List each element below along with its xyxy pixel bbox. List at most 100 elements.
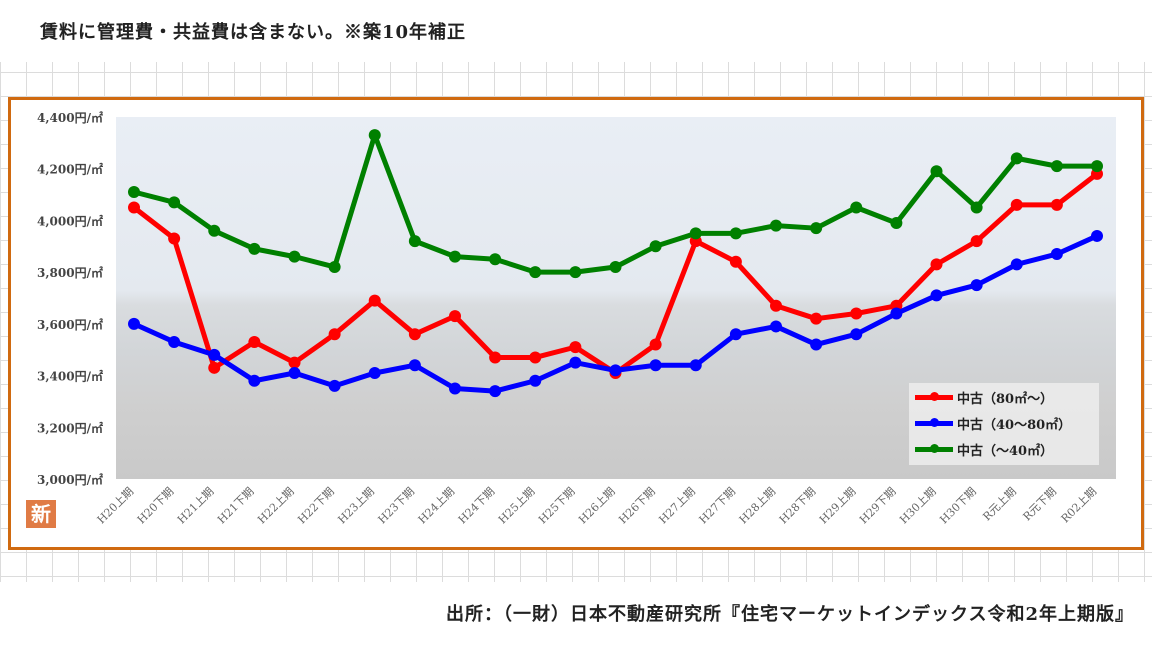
x-tick-label: H29上期 xyxy=(817,485,858,526)
legend-swatch-blue xyxy=(915,418,953,427)
data-point xyxy=(128,317,140,330)
data-point xyxy=(649,359,662,372)
x-tick-label: H20下期 xyxy=(135,485,176,526)
data-point xyxy=(368,366,381,379)
legend-swatch-red xyxy=(915,392,953,401)
data-point xyxy=(529,374,542,387)
y-tick-label: 3,400円/㎡ xyxy=(37,369,103,384)
data-point xyxy=(328,328,341,341)
data-point xyxy=(248,374,261,387)
data-point xyxy=(368,129,381,142)
y-tick-label: 4,000円/㎡ xyxy=(37,213,103,228)
x-tick-label: H22下期 xyxy=(295,485,336,526)
data-point xyxy=(288,366,301,379)
data-point xyxy=(208,224,221,237)
data-point xyxy=(288,250,301,263)
data-point xyxy=(529,351,542,364)
data-point xyxy=(408,235,421,248)
data-point xyxy=(729,328,742,341)
data-point xyxy=(1010,258,1023,271)
data-point xyxy=(569,266,582,279)
new-badge-icon: 新 xyxy=(26,500,56,528)
data-point xyxy=(449,310,461,323)
x-tick-label: H25下期 xyxy=(536,485,577,526)
data-point xyxy=(489,253,502,266)
x-tick-label: H24上期 xyxy=(416,485,457,526)
data-point xyxy=(529,266,542,279)
x-tick-label: H20上期 xyxy=(95,485,136,526)
data-point xyxy=(970,235,983,248)
x-tick-label: H27下期 xyxy=(697,485,738,526)
data-point xyxy=(489,385,502,398)
data-point xyxy=(729,227,742,240)
data-point xyxy=(609,260,622,273)
y-tick-label: 3,000円/㎡ xyxy=(37,472,103,487)
chart-legend: 中古（80㎡～） 中古（40～80㎡） 中古（～40㎡） xyxy=(909,383,1099,465)
y-tick-label: 3,600円/㎡ xyxy=(37,317,103,332)
data-point xyxy=(890,307,903,320)
data-point xyxy=(128,185,140,198)
y-tick-label: 4,200円/㎡ xyxy=(37,162,103,177)
legend-item-under40: 中古（～40㎡） xyxy=(915,440,1053,459)
data-point xyxy=(930,258,943,271)
data-point xyxy=(168,232,181,245)
data-point xyxy=(890,217,903,230)
legend-label: 中古（40～80㎡） xyxy=(957,418,1072,433)
data-point xyxy=(689,359,702,372)
data-point xyxy=(569,341,582,354)
x-tick-label: H26下期 xyxy=(616,485,657,526)
x-tick-label: H27上期 xyxy=(656,485,697,526)
data-point xyxy=(649,240,662,253)
data-point xyxy=(128,201,140,214)
x-tick-label: H28上期 xyxy=(737,485,778,526)
data-point xyxy=(1010,198,1023,211)
x-tick-label: H21下期 xyxy=(215,485,256,526)
data-point xyxy=(609,364,622,377)
x-tick-label: H24下期 xyxy=(456,485,497,526)
data-point xyxy=(850,307,863,320)
data-point xyxy=(930,289,943,302)
data-point xyxy=(770,320,782,333)
source-note: 出所：（一財）日本不動産研究所『住宅マーケットインデックス令和2年上期版』 xyxy=(446,604,1134,625)
legend-label: 中古（～40㎡） xyxy=(957,444,1054,459)
data-point xyxy=(408,359,421,372)
data-point xyxy=(850,328,863,341)
x-tick-label: H22上期 xyxy=(255,485,296,526)
data-point xyxy=(770,219,782,232)
page-title: 賃料に管理費・共益費は含まない。※築10年補正 xyxy=(40,22,467,43)
series-line-2 xyxy=(133,132,1097,275)
x-tick-label: H28下期 xyxy=(777,485,818,526)
x-tick-label: H23上期 xyxy=(335,485,376,526)
x-tick-label: R元上期 xyxy=(980,485,1018,523)
data-point xyxy=(1091,229,1103,242)
data-point xyxy=(1050,198,1063,211)
y-tick-label: 3,800円/㎡ xyxy=(37,265,103,280)
y-tick-label: 3,200円/㎡ xyxy=(37,420,103,435)
data-point xyxy=(248,242,261,255)
x-tick-label: H23下期 xyxy=(376,485,417,526)
data-point xyxy=(810,338,823,351)
data-point xyxy=(1050,160,1063,173)
x-tick-label: H25上期 xyxy=(496,485,537,526)
data-point xyxy=(970,201,983,214)
data-point xyxy=(850,201,863,214)
data-point xyxy=(649,338,662,351)
data-point xyxy=(930,165,943,178)
data-point xyxy=(168,335,181,348)
data-point xyxy=(729,255,742,268)
data-point xyxy=(449,250,461,263)
data-point xyxy=(449,382,461,395)
legend-item-80plus: 中古（80㎡～） xyxy=(915,388,1053,407)
data-point xyxy=(288,356,301,369)
title-band xyxy=(0,0,1152,62)
data-point xyxy=(408,328,421,341)
x-tick-label: H30下期 xyxy=(937,485,978,526)
x-tick-label: H30上期 xyxy=(897,485,938,526)
data-point xyxy=(810,222,823,235)
data-point xyxy=(970,279,983,292)
footer-band xyxy=(0,582,1152,647)
x-tick-label: H21上期 xyxy=(175,485,216,526)
data-point xyxy=(569,356,582,369)
data-point xyxy=(208,361,221,374)
